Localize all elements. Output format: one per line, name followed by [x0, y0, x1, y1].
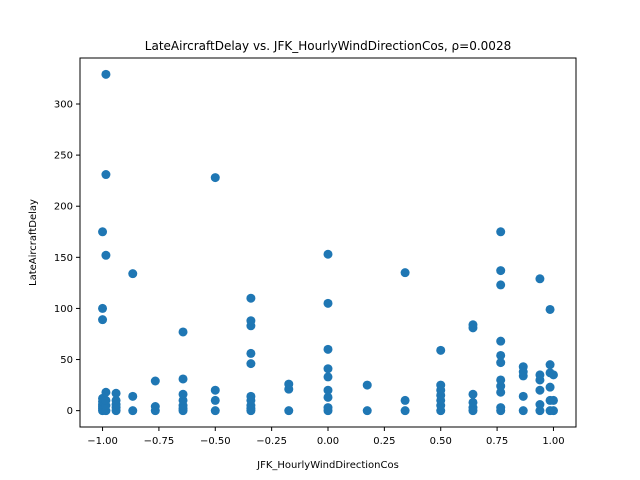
- data-point: [150, 376, 160, 386]
- data-point: [323, 403, 333, 413]
- x-tick-label: −0.75: [144, 436, 175, 447]
- x-tick-label: −0.50: [200, 436, 231, 447]
- data-point: [400, 395, 410, 405]
- data-point: [210, 173, 220, 183]
- data-point: [400, 268, 410, 278]
- data-point: [323, 364, 333, 374]
- data-point: [210, 395, 220, 405]
- data-point: [111, 388, 121, 398]
- data-point: [128, 406, 138, 416]
- data-point: [548, 406, 558, 416]
- x-axis-ticks: −1.00 −0.75 −0.50 −0.25 0.00 0.25 0.50 0.75 1.00: [87, 427, 565, 447]
- data-point: [101, 395, 111, 405]
- x-tick-label: 0.50: [430, 436, 452, 447]
- y-tick-label: 300: [54, 99, 73, 110]
- data-points: [98, 69, 558, 416]
- y-tick-label: 0: [67, 406, 73, 417]
- data-point: [111, 395, 121, 405]
- data-point: [362, 380, 372, 390]
- data-point: [548, 395, 558, 405]
- data-point: [323, 372, 333, 382]
- data-point: [101, 387, 111, 397]
- data-point: [496, 336, 506, 346]
- data-point: [323, 392, 333, 402]
- data-point: [98, 303, 108, 313]
- data-point: [284, 379, 294, 389]
- data-point: [246, 316, 256, 326]
- x-tick-label: 0.00: [317, 436, 339, 447]
- data-point: [518, 406, 528, 416]
- data-point: [468, 320, 478, 330]
- x-tick-label: 0.25: [373, 436, 395, 447]
- data-point: [400, 406, 410, 416]
- data-point: [178, 374, 188, 384]
- data-point: [436, 345, 446, 355]
- data-point: [323, 249, 333, 259]
- data-point: [128, 391, 138, 401]
- y-tick-label: 100: [54, 304, 73, 315]
- data-point: [246, 293, 256, 303]
- data-point: [545, 304, 555, 314]
- y-tick-label: 250: [54, 151, 73, 162]
- data-point: [150, 402, 160, 412]
- data-point: [436, 380, 446, 390]
- data-point: [535, 385, 545, 395]
- data-point: [178, 327, 188, 337]
- data-point: [362, 406, 372, 416]
- data-point: [246, 391, 256, 401]
- x-axis-label: JFK_HourlyWindDirectionCos: [256, 460, 399, 471]
- data-point: [548, 370, 558, 380]
- data-point: [496, 350, 506, 360]
- data-point: [210, 406, 220, 416]
- y-tick-label: 200: [54, 202, 73, 213]
- data-point: [535, 400, 545, 410]
- data-point: [468, 397, 478, 407]
- data-point: [101, 170, 111, 180]
- data-point: [468, 389, 478, 399]
- data-point: [178, 389, 188, 399]
- data-point: [98, 315, 108, 325]
- data-point: [545, 360, 555, 370]
- data-point: [284, 406, 294, 416]
- y-axis-ticks: 0 50 100 150 200 250 300: [54, 99, 80, 417]
- y-axis-label: LateAircraftDelay: [28, 199, 39, 286]
- data-point: [128, 269, 138, 279]
- data-point: [545, 382, 555, 392]
- x-tick-label: 1.00: [542, 436, 564, 447]
- data-point: [98, 227, 108, 237]
- data-point: [535, 370, 545, 380]
- chart-title: LateAircraftDelay vs. JFK_HourlyWindDire…: [145, 39, 511, 53]
- data-point: [518, 362, 528, 372]
- data-point: [496, 227, 506, 237]
- data-point: [323, 298, 333, 308]
- data-point: [323, 344, 333, 354]
- data-point: [496, 358, 506, 368]
- data-point: [323, 385, 333, 395]
- y-tick-label: 150: [54, 253, 73, 264]
- data-point: [101, 250, 111, 260]
- x-tick-label: 0.75: [486, 436, 508, 447]
- data-point: [101, 69, 111, 79]
- y-tick-label: 50: [60, 355, 73, 366]
- data-point: [246, 359, 256, 369]
- data-point: [496, 375, 506, 385]
- x-tick-label: −1.00: [87, 436, 118, 447]
- x-tick-label: −0.25: [256, 436, 287, 447]
- data-point: [518, 391, 528, 401]
- data-point: [535, 274, 545, 284]
- data-point: [210, 385, 220, 395]
- data-point: [246, 348, 256, 358]
- data-point: [496, 280, 506, 290]
- data-point: [496, 266, 506, 276]
- data-point: [496, 403, 506, 413]
